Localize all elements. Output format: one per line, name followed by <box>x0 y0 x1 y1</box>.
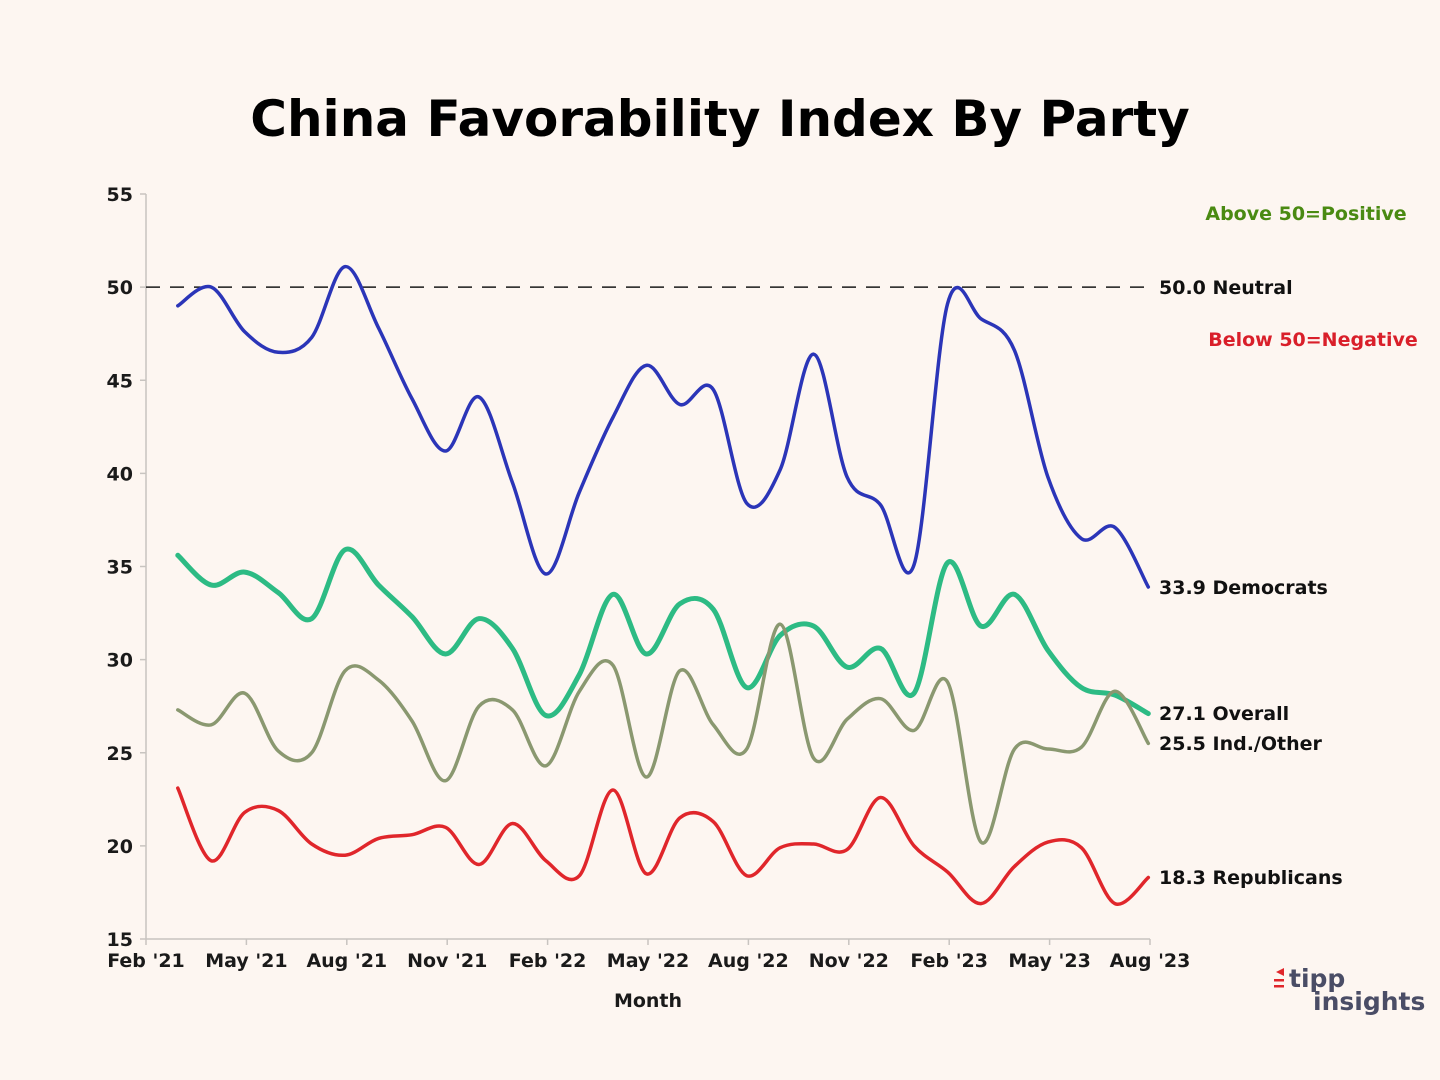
end-label-ind-other: 25.5 Ind./Other <box>1159 733 1322 755</box>
x-tick-label: Aug '22 <box>708 950 789 972</box>
y-tick-label: 25 <box>107 743 133 765</box>
series-line-ind-other <box>176 622 1151 845</box>
x-axis-title: Month <box>614 990 682 1012</box>
y-tick-label: 15 <box>107 929 133 951</box>
end-labels: 33.9 Democrats 27.1 Overall 25.5 Ind./Othe… <box>1159 577 1343 889</box>
x-tick-label: Nov '21 <box>407 950 487 972</box>
y-tick-label: 45 <box>107 370 133 392</box>
tipp-insights-logo: tipp insights <box>1274 964 1425 1016</box>
end-label-republicans: 18.3 Republicans <box>1159 867 1343 889</box>
x-tick-label: May '23 <box>1008 950 1090 972</box>
x-tick-label: Feb '21 <box>107 950 185 972</box>
y-tick-label: 50 <box>107 277 133 299</box>
x-tick-label: Feb '23 <box>910 950 988 972</box>
y-tick-label: 55 <box>107 184 133 206</box>
x-tick-label: Aug '23 <box>1110 950 1191 972</box>
neutral-reference-label: 50.0 Neutral <box>1159 277 1293 299</box>
x-tick-label: Feb '22 <box>509 950 587 972</box>
logo-line2: insights <box>1313 987 1425 1016</box>
y-tick-label: 20 <box>107 836 133 858</box>
y-tick-label: 40 <box>107 463 133 485</box>
logo-line1: tipp <box>1289 964 1345 993</box>
series-group <box>175 264 1151 906</box>
end-label-democrats: 33.9 Democrats <box>1159 577 1328 599</box>
chart-title: China Favorability Index By Party <box>250 90 1189 148</box>
x-axis: Feb '21 May '21 Aug '21 Nov '21 Feb '22 May '… <box>107 938 1191 972</box>
end-label-overall: 27.1 Overall <box>1159 703 1289 725</box>
series-line-republicans <box>176 786 1151 906</box>
x-tick-label: May '22 <box>607 950 689 972</box>
series-line-democrats <box>176 264 1151 589</box>
negative-note: Below 50=Negative <box>1208 329 1418 351</box>
positive-note: Above 50=Positive <box>1205 203 1406 225</box>
y-tick-label: 35 <box>107 557 133 579</box>
x-tick-label: Aug '21 <box>306 950 387 972</box>
logo-mark-icon <box>1274 968 1284 988</box>
y-tick-label: 30 <box>107 650 133 672</box>
y-axis: 15 20 25 30 35 40 45 50 55 <box>107 184 147 951</box>
series-line-overall <box>175 546 1151 719</box>
x-tick-label: Nov '22 <box>809 950 889 972</box>
x-tick-label: May '21 <box>205 950 287 972</box>
